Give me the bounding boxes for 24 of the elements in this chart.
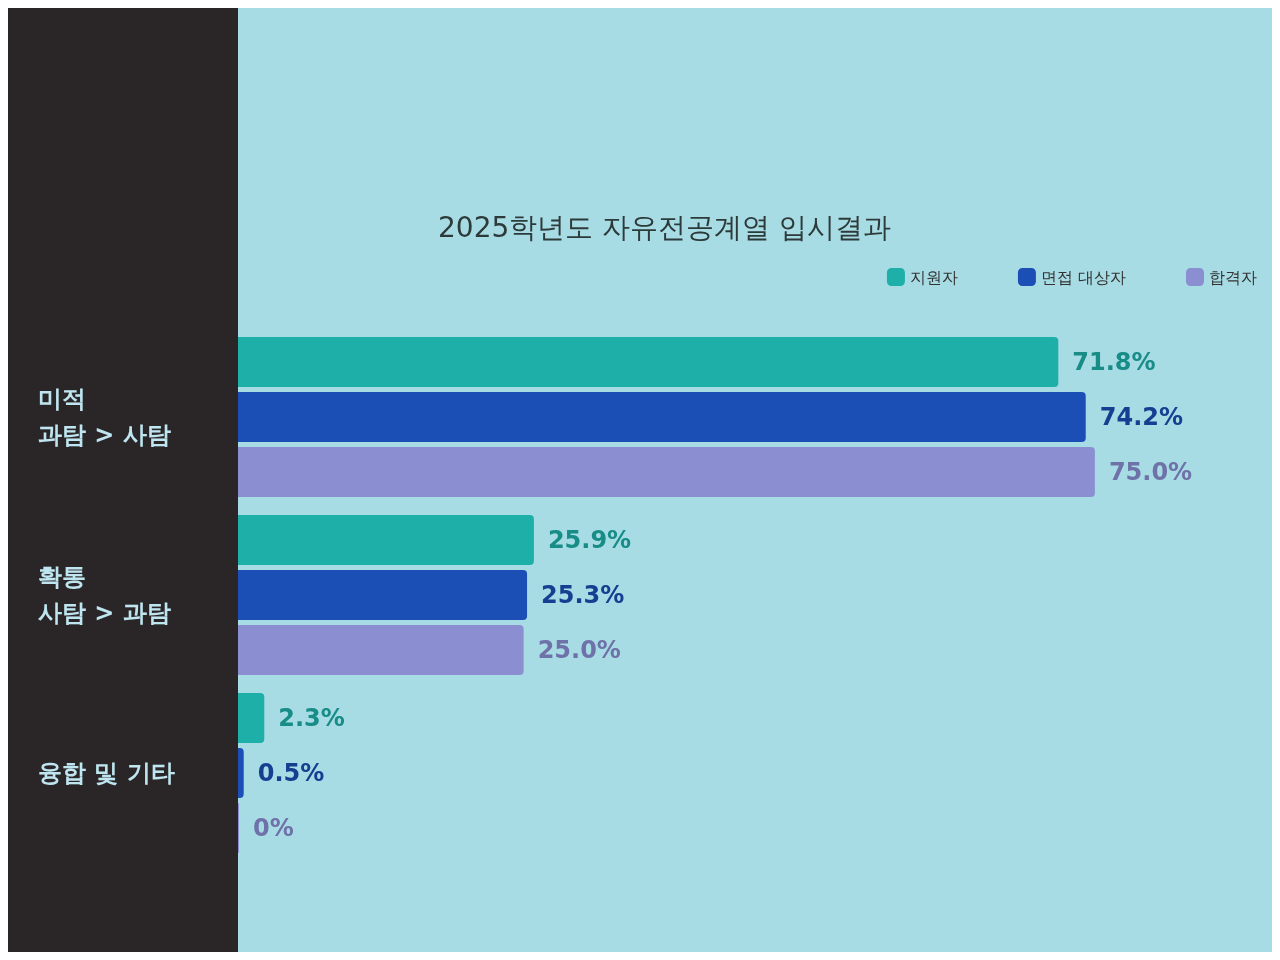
bar (238, 337, 1059, 387)
bar (238, 447, 1095, 497)
legend-label: 합격자 (1209, 267, 1257, 287)
data-label: 0.5% (257, 759, 325, 787)
legend-label: 면접 대상자 (1040, 267, 1127, 287)
data-label: 25.3% (541, 581, 625, 609)
chart-title: 2025학년도 자유전공계열 입시결과 (438, 210, 892, 244)
data-label: 25.9% (547, 526, 632, 554)
data-label: 2.3% (278, 704, 345, 732)
data-label: 74.2% (1099, 403, 1183, 431)
bar (238, 515, 534, 565)
y-tick-label: 융합 및 기타 (38, 759, 175, 787)
data-label: 71.8% (1072, 348, 1156, 376)
bar (238, 748, 244, 798)
legend-label: 지원자 (909, 267, 958, 287)
bar (238, 392, 1086, 442)
y-tick-label: 미적 과탐 > 사탐 (38, 385, 171, 449)
bar (238, 570, 528, 620)
y-tick-label: 확통 사탐 > 과탐 (38, 563, 171, 627)
data-label: 25.0% (537, 636, 621, 664)
bar (238, 625, 524, 675)
data-label: 75.0% (1108, 458, 1193, 486)
bar (238, 693, 265, 743)
data-label: 0% (253, 814, 294, 842)
